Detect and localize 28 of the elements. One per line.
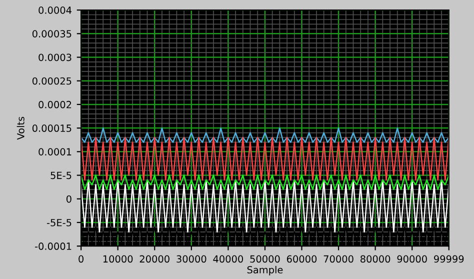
y-tick-label: -5E-5 (46, 219, 72, 226)
y-tick-label: 0.0001 (38, 148, 72, 156)
y-tick-label: 0.0002 (38, 100, 72, 108)
y-tick-label: 0.00035 (32, 30, 72, 38)
x-tick-label: 60000 (286, 255, 317, 263)
x-tick-label: 40000 (213, 255, 244, 263)
x-tick-label: 70000 (324, 255, 354, 263)
line-series (81, 136, 449, 181)
x-axis-title: Sample (247, 266, 283, 276)
line-series (81, 127, 449, 143)
y-tick-label: -0.0001 (34, 242, 72, 250)
y-tick-label: 0 (66, 195, 72, 203)
x-tick-label: 20000 (140, 255, 170, 263)
x-tick-label: 0 (78, 255, 84, 263)
y-tick-label: 5E-5 (50, 172, 72, 180)
y-tick-label: 0.00015 (32, 124, 72, 132)
x-tick-label: 80000 (360, 255, 390, 263)
y-axis-title: Volts (16, 116, 24, 140)
x-tick-label: 10000 (103, 255, 133, 263)
y-tick-label: 0.0003 (38, 54, 72, 62)
line-series (81, 174, 449, 190)
y-tick-label: 0.0004 (38, 6, 72, 14)
y-tick-label: 0.00025 (32, 77, 72, 85)
x-tick-label: 30000 (176, 255, 206, 263)
x-tick-label: 99999 (434, 255, 464, 263)
x-tick-label: 50000 (250, 255, 280, 263)
line-series (81, 179, 449, 233)
x-tick-label: 90000 (397, 255, 427, 263)
